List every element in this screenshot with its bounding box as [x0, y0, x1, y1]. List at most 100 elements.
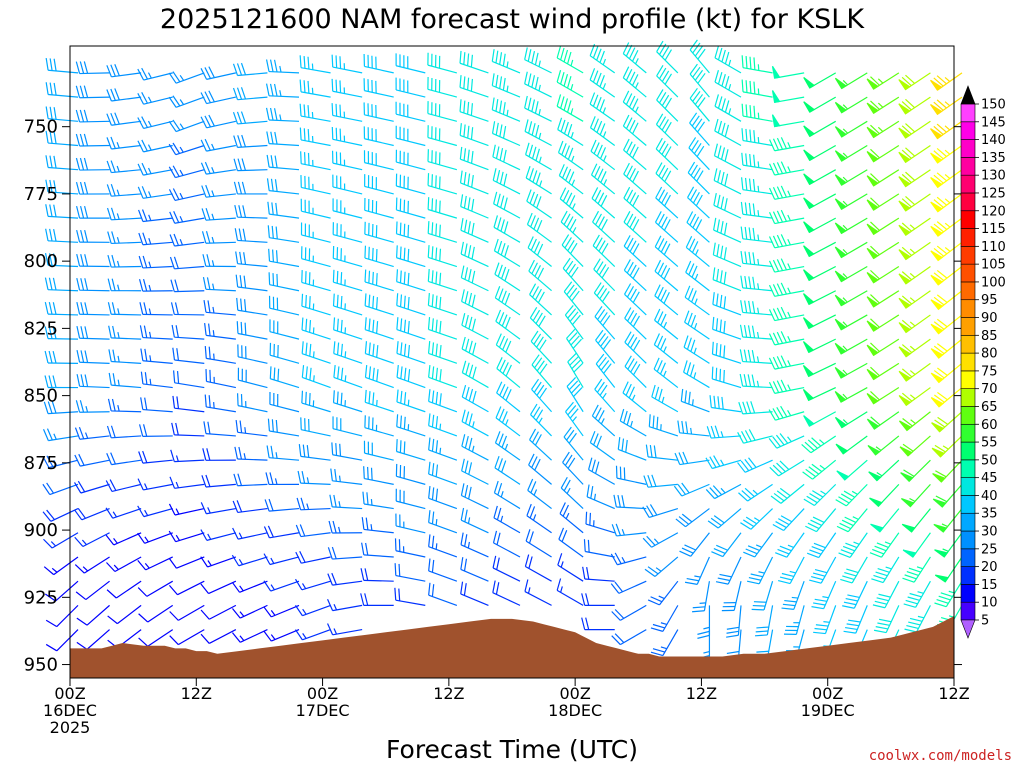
barb-staff [237, 532, 268, 540]
barb-feather [658, 140, 666, 153]
barb-feather [364, 245, 367, 259]
barb-feather [811, 575, 824, 581]
barb-feather [269, 83, 274, 97]
wind-barb [237, 344, 268, 364]
barb-feather [137, 478, 144, 491]
wind-barb [898, 290, 931, 309]
barb-feather [599, 50, 605, 63]
wind-barb [106, 452, 142, 466]
barb-feather [901, 76, 912, 87]
barb-staff [526, 515, 552, 534]
barb-feather [340, 392, 343, 406]
barb-half-feather [179, 123, 185, 130]
barb-feather [681, 420, 685, 434]
barb-staff [396, 352, 426, 364]
wind-barb [867, 435, 900, 456]
barb-feather [716, 293, 719, 306]
barb-feather [403, 271, 406, 285]
barb-half-feather [600, 418, 605, 425]
barb-half-feather [144, 483, 148, 490]
barb-staff [79, 72, 110, 75]
barb-feather [263, 526, 270, 539]
barb-feather [745, 128, 748, 142]
barb-feather [201, 208, 207, 221]
barb-flag [834, 222, 847, 235]
colorbar-label: 120 [981, 204, 1006, 219]
barb-feather [43, 566, 55, 576]
barb-feather [870, 342, 880, 352]
barb-feather [622, 66, 630, 79]
wind-barb [491, 73, 521, 98]
barb-half-feather [51, 567, 58, 573]
barb-half-feather [944, 222, 951, 228]
barb-staff [396, 257, 426, 268]
barb-staff [624, 293, 647, 316]
wind-barb [301, 365, 331, 389]
wind-barb [712, 292, 742, 316]
barb-feather [617, 494, 621, 508]
wind-barb [557, 140, 584, 171]
barb-staff [656, 99, 679, 122]
wind-barb [44, 301, 79, 316]
barb-feather [653, 357, 660, 370]
wind-barb [866, 314, 900, 332]
wind-barb [427, 149, 458, 171]
wind-barb [107, 302, 142, 316]
wind-barb [169, 210, 205, 224]
barb-staff [525, 565, 552, 582]
barb-feather [776, 210, 784, 223]
wind-barb [930, 387, 963, 408]
barb-flag [930, 201, 943, 213]
barb-staff [48, 118, 79, 122]
barb-feather [111, 398, 116, 412]
barb-feather [720, 171, 725, 185]
wind-barb [459, 123, 489, 147]
wind-barb [803, 483, 837, 507]
barb-feather [471, 318, 476, 331]
barb-staff [111, 337, 142, 340]
barb-feather [169, 234, 176, 247]
barb-feather [235, 419, 239, 433]
wind-barb [331, 442, 363, 461]
barb-feather [716, 244, 720, 257]
barb-feather [573, 362, 584, 373]
wind-barb [655, 113, 679, 146]
barb-feather [905, 171, 916, 181]
barb-staff [747, 483, 773, 502]
barb-feather [396, 269, 399, 282]
barb-feather [138, 232, 144, 245]
barb-feather [45, 106, 49, 119]
barb-feather [49, 155, 53, 168]
barb-feather [431, 487, 435, 500]
barb-staff [524, 130, 552, 147]
barb-feather [750, 401, 756, 414]
barb-flag [898, 176, 911, 188]
wind-barb [295, 524, 331, 538]
barb-flag [930, 103, 943, 116]
wind-barb [754, 605, 774, 637]
barb-feather [467, 125, 470, 139]
barb-feather [658, 67, 667, 80]
barb-feather [242, 228, 247, 242]
barb-feather [204, 91, 212, 103]
colorbar-segment [960, 192, 976, 212]
barb-staff [332, 90, 363, 98]
barb-feather [52, 326, 57, 339]
barb-feather [463, 124, 466, 137]
barb-feather [526, 503, 532, 516]
barb-half-feather [207, 507, 211, 514]
barb-staff [428, 449, 458, 461]
barb-feather [602, 339, 612, 350]
wind-barb [73, 507, 110, 521]
barb-feather [870, 390, 880, 401]
barb-feather [428, 534, 431, 547]
barb-staff [461, 396, 489, 413]
wind-barb [931, 411, 963, 433]
barb-feather [753, 130, 756, 143]
barb-feather [363, 466, 365, 479]
barb-feather [780, 282, 788, 295]
barb-half-feather [179, 169, 184, 176]
barb-feather [206, 254, 211, 267]
barb-feather [710, 517, 722, 526]
barb-staff [300, 91, 331, 98]
